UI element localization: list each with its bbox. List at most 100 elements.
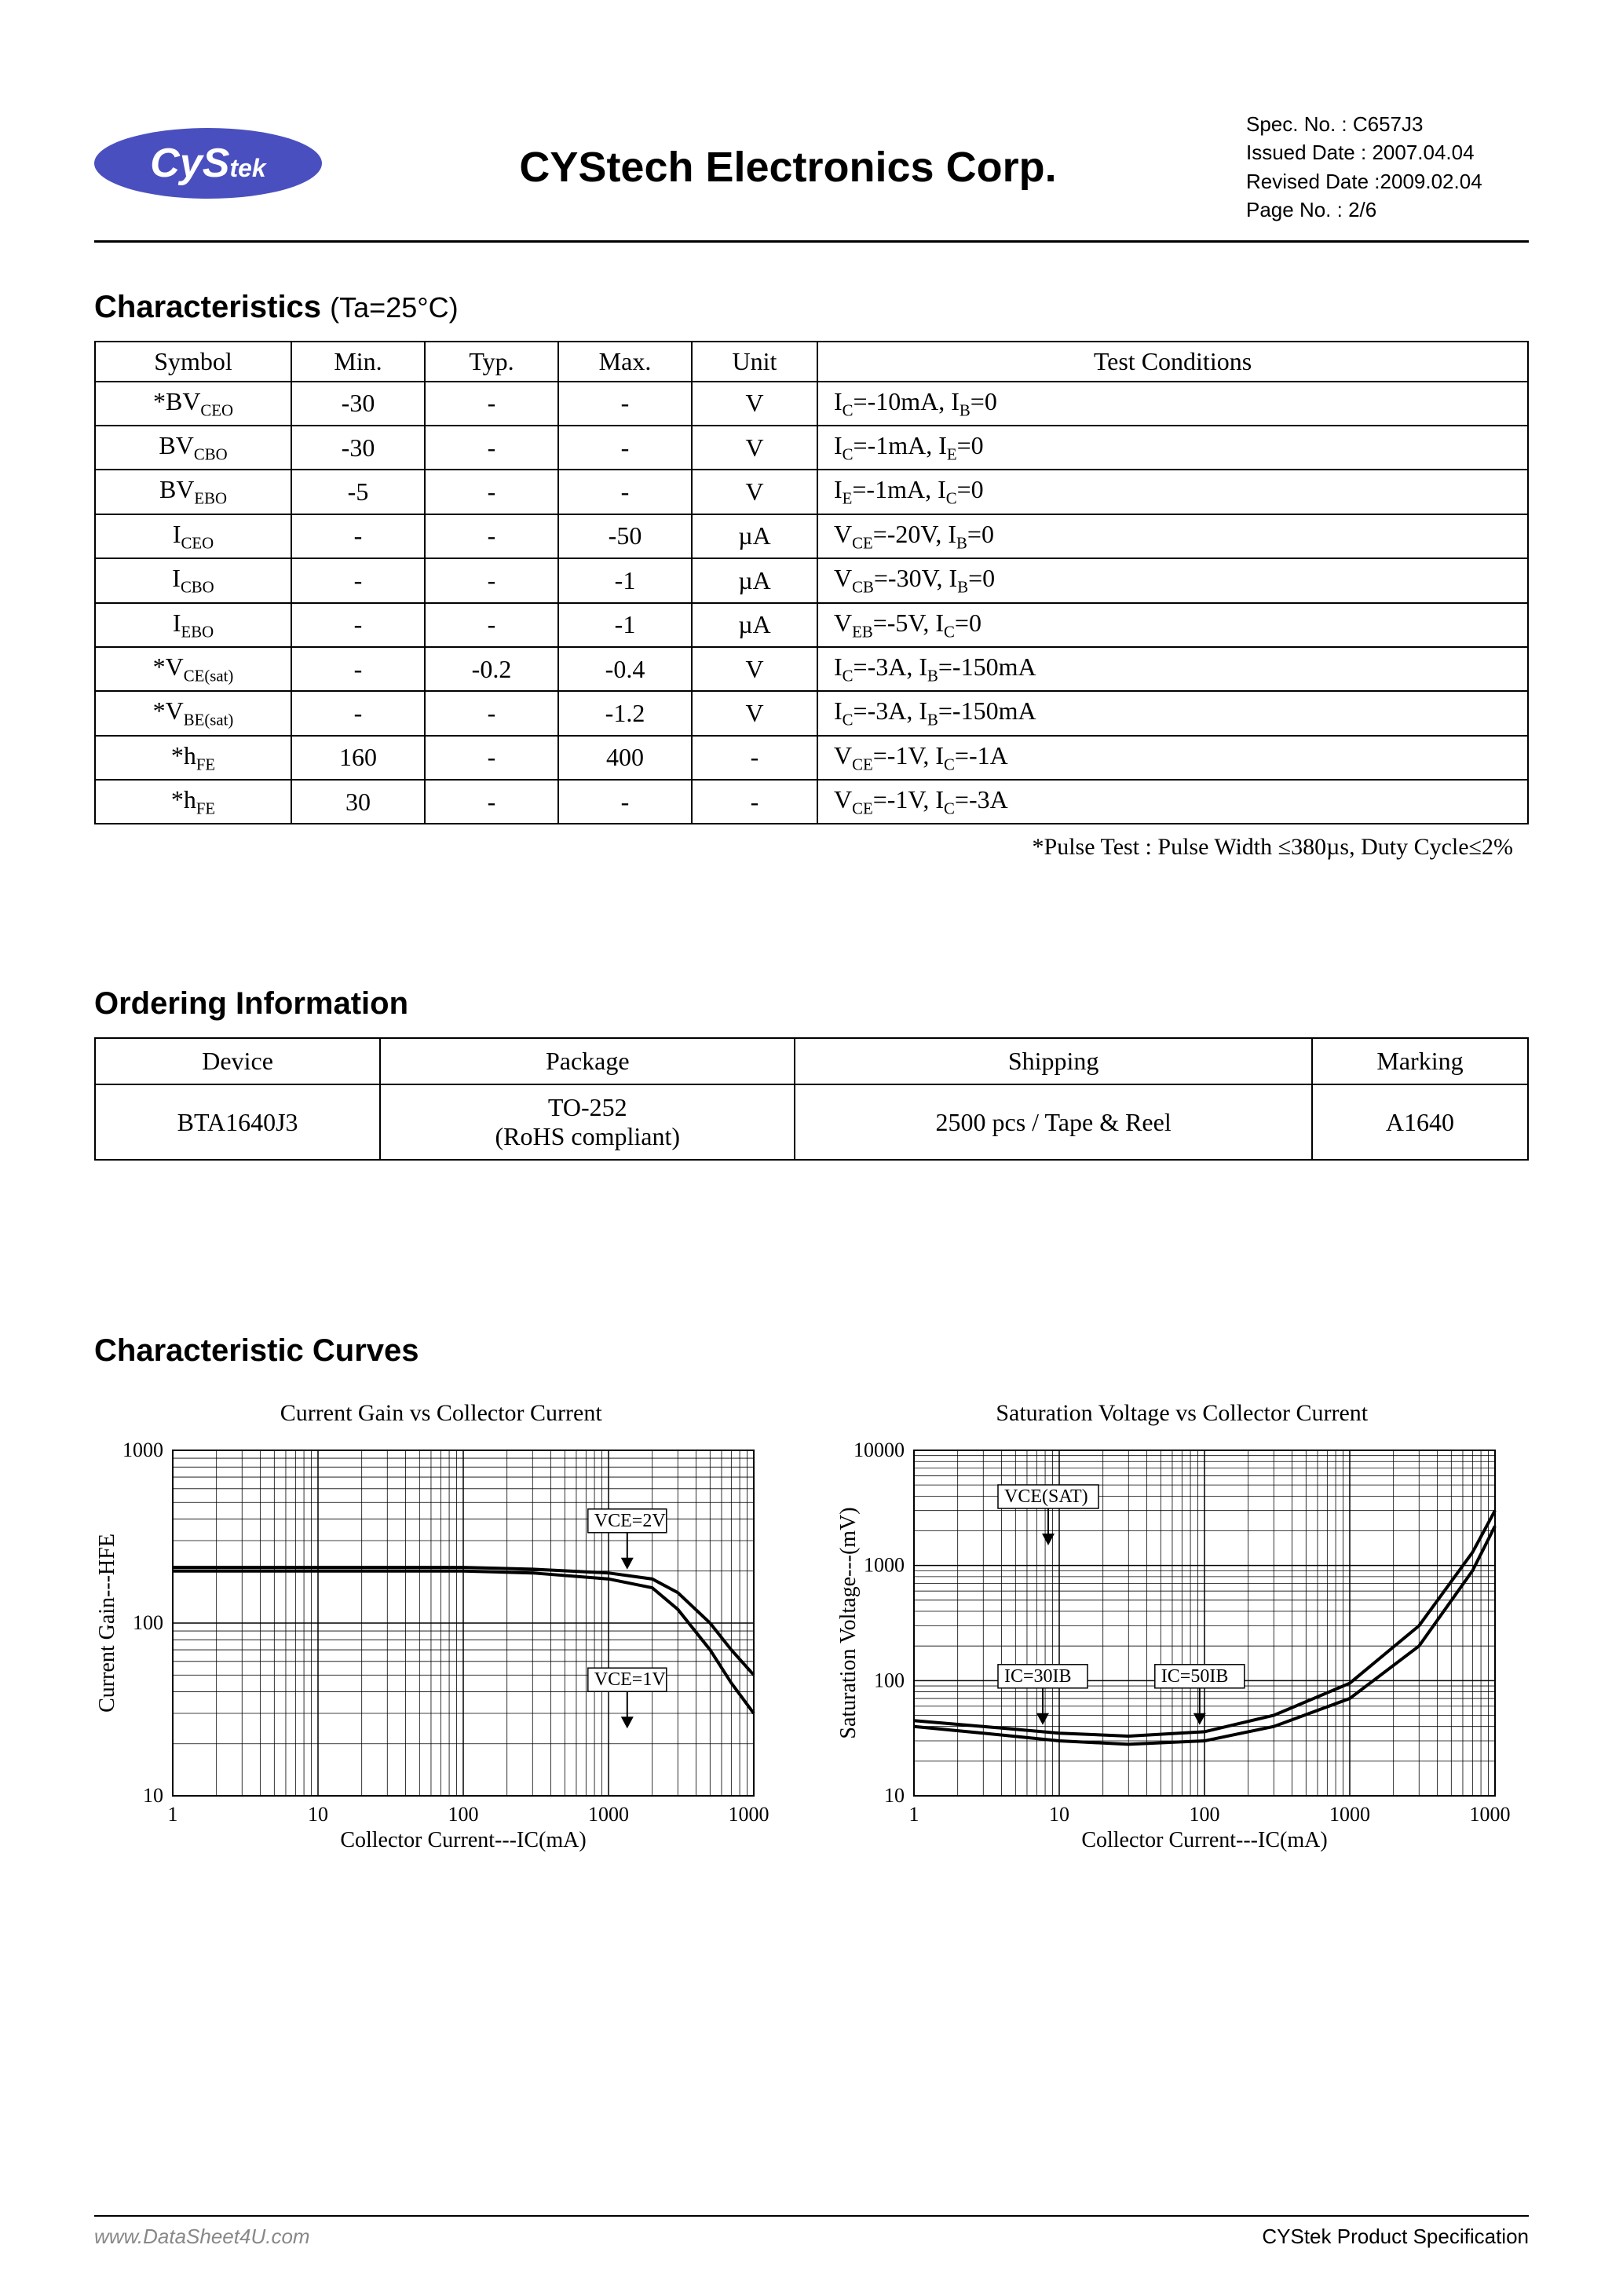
svg-text:IC=50IB: IC=50IB bbox=[1161, 1666, 1228, 1687]
package-cell: TO-252(RoHS compliant) bbox=[380, 1084, 795, 1160]
logo-main: CyS bbox=[150, 141, 229, 186]
min-cell: - bbox=[291, 558, 425, 602]
spec-box: Spec. No. : C657J3 Issued Date : 2007.04… bbox=[1246, 110, 1529, 225]
symbol-cell: BVEBO bbox=[95, 470, 291, 514]
symbol-cell: IEBO bbox=[95, 603, 291, 647]
typ-cell: - bbox=[425, 382, 558, 426]
svg-text:100: 100 bbox=[133, 1611, 163, 1634]
max-cell: -1.2 bbox=[558, 691, 692, 735]
typ-cell: - bbox=[425, 691, 558, 735]
char-col-header: Symbol bbox=[95, 342, 291, 382]
chart-current-gain: Current Gain vs Collector Current 110100… bbox=[94, 1400, 788, 1863]
svg-text:Current Gain---HFE: Current Gain---HFE bbox=[95, 1534, 119, 1713]
issued-label: Issued Date : bbox=[1246, 141, 1366, 164]
device-cell: BTA1640J3 bbox=[95, 1084, 380, 1160]
order-col-header: Package bbox=[380, 1038, 795, 1084]
svg-text:1000: 1000 bbox=[122, 1439, 163, 1461]
svg-text:10: 10 bbox=[143, 1784, 163, 1807]
max-cell: - bbox=[558, 780, 692, 824]
svg-text:1000: 1000 bbox=[1329, 1803, 1370, 1826]
min-cell: 30 bbox=[291, 780, 425, 824]
ordering-table: DevicePackageShippingMarking BTA1640J3TO… bbox=[94, 1037, 1529, 1161]
svg-text:10: 10 bbox=[1049, 1803, 1069, 1826]
conditions-cell: VCE=-20V, IB=0 bbox=[817, 514, 1528, 558]
table-row: IEBO---1µAVEB=-5V, IC=0 bbox=[95, 603, 1528, 647]
characteristics-footnote: *Pulse Test : Pulse Width ≤380µs, Duty C… bbox=[94, 834, 1529, 861]
revised-label: Revised Date : bbox=[1246, 170, 1380, 193]
symbol-cell: BVCBO bbox=[95, 426, 291, 470]
company-name: CYStech Electronics Corp. bbox=[330, 143, 1246, 192]
footer-left: www.DataSheet4U.com bbox=[94, 2225, 310, 2249]
svg-text:VCE(SAT): VCE(SAT) bbox=[1004, 1486, 1088, 1507]
table-row: BTA1640J3TO-252(RoHS compliant)2500 pcs … bbox=[95, 1084, 1528, 1160]
max-cell: - bbox=[558, 426, 692, 470]
table-row: *hFE160-400-VCE=-1V, IC=-1A bbox=[95, 736, 1528, 780]
typ-cell: - bbox=[425, 470, 558, 514]
char-col-header: Typ. bbox=[425, 342, 558, 382]
min-cell: -30 bbox=[291, 426, 425, 470]
table-row: *VCE(sat)--0.2-0.4VIC=-3A, IB=-150mA bbox=[95, 647, 1528, 691]
svg-text:Collector Current---IC(mA): Collector Current---IC(mA) bbox=[340, 1828, 586, 1852]
svg-text:10: 10 bbox=[884, 1784, 905, 1807]
typ-cell: - bbox=[425, 780, 558, 824]
min-cell: - bbox=[291, 647, 425, 691]
chart2-title: Saturation Voltage vs Collector Current bbox=[835, 1400, 1530, 1427]
svg-text:VCE=1V: VCE=1V bbox=[594, 1670, 667, 1691]
table-row: ICBO---1µAVCB=-30V, IB=0 bbox=[95, 558, 1528, 602]
unit-cell: V bbox=[692, 691, 817, 735]
char-title-text: Characteristics bbox=[94, 290, 321, 324]
char-col-header: Test Conditions bbox=[817, 342, 1528, 382]
max-cell: -1 bbox=[558, 558, 692, 602]
unit-cell: µA bbox=[692, 514, 817, 558]
svg-text:Collector Current---IC(mA): Collector Current---IC(mA) bbox=[1081, 1828, 1327, 1852]
max-cell: -1 bbox=[558, 603, 692, 647]
order-col-header: Shipping bbox=[795, 1038, 1312, 1084]
unit-cell: V bbox=[692, 647, 817, 691]
max-cell: - bbox=[558, 382, 692, 426]
page-no: 2/6 bbox=[1348, 198, 1376, 221]
unit-cell: V bbox=[692, 470, 817, 514]
table-row: BVCBO-30--VIC=-1mA, IE=0 bbox=[95, 426, 1528, 470]
svg-text:1: 1 bbox=[168, 1803, 178, 1826]
typ-cell: - bbox=[425, 426, 558, 470]
conditions-cell: VCE=-1V, IC=-3A bbox=[817, 780, 1528, 824]
footer-right: CYStek Product Specification bbox=[1262, 2225, 1529, 2249]
revised-date: 2009.02.04 bbox=[1380, 170, 1482, 193]
conditions-cell: VCE=-1V, IC=-1A bbox=[817, 736, 1528, 780]
curves-title: Characteristic Curves bbox=[94, 1333, 1529, 1369]
logo-sub: tek bbox=[229, 154, 265, 182]
min-cell: - bbox=[291, 691, 425, 735]
min-cell: -30 bbox=[291, 382, 425, 426]
max-cell: 400 bbox=[558, 736, 692, 780]
symbol-cell: *hFE bbox=[95, 780, 291, 824]
char-col-header: Max. bbox=[558, 342, 692, 382]
chart-saturation-voltage: Saturation Voltage vs Collector Current … bbox=[835, 1400, 1530, 1863]
svg-text:100: 100 bbox=[874, 1669, 905, 1692]
symbol-cell: *VBE(sat) bbox=[95, 691, 291, 735]
unit-cell: V bbox=[692, 426, 817, 470]
characteristics-table: SymbolMin.Typ.Max.UnitTest Conditions *B… bbox=[94, 341, 1529, 825]
chart1-svg: 110100100010000101001000Collector Curren… bbox=[94, 1435, 769, 1859]
max-cell: - bbox=[558, 470, 692, 514]
conditions-cell: IC=-3A, IB=-150mA bbox=[817, 647, 1528, 691]
characteristics-title: Characteristics (Ta=25°C) bbox=[94, 290, 1529, 325]
typ-cell: - bbox=[425, 736, 558, 780]
conditions-cell: IC=-3A, IB=-150mA bbox=[817, 691, 1528, 735]
spec-no: C657J3 bbox=[1353, 112, 1424, 136]
conditions-cell: IC=-10mA, IB=0 bbox=[817, 382, 1528, 426]
svg-text:100: 100 bbox=[448, 1803, 479, 1826]
min-cell: - bbox=[291, 603, 425, 647]
svg-text:10000: 10000 bbox=[729, 1803, 770, 1826]
svg-text:1000: 1000 bbox=[864, 1554, 905, 1577]
min-cell: - bbox=[291, 514, 425, 558]
symbol-cell: *BVCEO bbox=[95, 382, 291, 426]
svg-text:IC=30IB: IC=30IB bbox=[1004, 1666, 1072, 1687]
table-row: *VBE(sat)---1.2VIC=-3A, IB=-150mA bbox=[95, 691, 1528, 735]
symbol-cell: ICBO bbox=[95, 558, 291, 602]
chart1-title: Current Gain vs Collector Current bbox=[94, 1400, 788, 1427]
unit-cell: µA bbox=[692, 603, 817, 647]
svg-text:10: 10 bbox=[308, 1803, 328, 1826]
unit-cell: V bbox=[692, 382, 817, 426]
page-no-label: Page No. : bbox=[1246, 198, 1343, 221]
typ-cell: -0.2 bbox=[425, 647, 558, 691]
